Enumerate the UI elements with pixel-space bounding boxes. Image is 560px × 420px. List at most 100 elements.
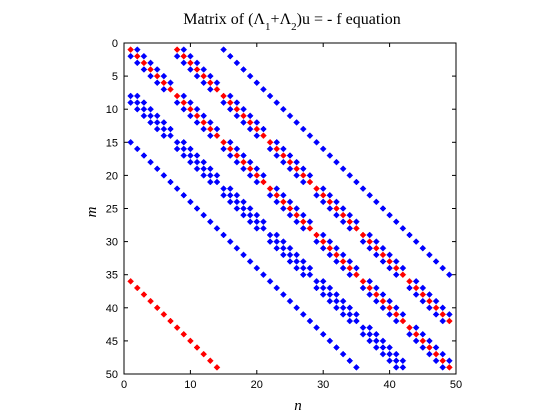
data-point bbox=[213, 178, 221, 186]
data-point bbox=[280, 251, 287, 259]
data-point bbox=[147, 112, 154, 120]
data-point bbox=[379, 251, 387, 259]
data-point bbox=[293, 218, 300, 226]
data-point bbox=[379, 291, 387, 298]
data-point bbox=[140, 66, 148, 73]
data-point bbox=[253, 165, 261, 173]
data-point bbox=[293, 205, 300, 212]
data-point bbox=[206, 172, 214, 179]
data-point bbox=[273, 145, 281, 153]
data-point bbox=[246, 125, 254, 133]
data-point bbox=[366, 284, 374, 292]
data-point bbox=[193, 158, 201, 166]
data-point bbox=[226, 92, 234, 100]
x-tick-label: 40 bbox=[383, 379, 395, 391]
data-point bbox=[426, 251, 433, 259]
data-point bbox=[200, 66, 208, 73]
data-point bbox=[339, 311, 347, 318]
data-point bbox=[286, 165, 294, 173]
data-point bbox=[200, 172, 208, 179]
data-point bbox=[386, 357, 393, 365]
data-point bbox=[266, 92, 274, 100]
data-point bbox=[206, 85, 214, 93]
data-point bbox=[187, 145, 194, 153]
data-point bbox=[233, 145, 241, 153]
data-point bbox=[412, 277, 420, 285]
data-point bbox=[213, 132, 221, 140]
data-point bbox=[286, 258, 294, 265]
data-point bbox=[273, 244, 281, 252]
data-point bbox=[286, 244, 294, 252]
data-point bbox=[160, 125, 168, 133]
data-point bbox=[173, 52, 181, 60]
data-point bbox=[140, 59, 148, 67]
data-point bbox=[386, 297, 393, 305]
data-point bbox=[432, 344, 440, 351]
data-point bbox=[253, 79, 261, 87]
data-point bbox=[306, 178, 314, 186]
data-point bbox=[299, 218, 307, 226]
data-point bbox=[233, 191, 241, 199]
data-point bbox=[206, 357, 214, 365]
data-point bbox=[160, 85, 168, 93]
data-point bbox=[220, 46, 227, 53]
data-point bbox=[200, 112, 208, 120]
data-point bbox=[153, 165, 161, 173]
data-point bbox=[386, 311, 393, 318]
data-point bbox=[406, 231, 413, 239]
data-point bbox=[326, 284, 334, 292]
data-point bbox=[200, 350, 208, 358]
data-point bbox=[313, 238, 320, 245]
data-point bbox=[426, 350, 433, 358]
data-point bbox=[147, 105, 154, 113]
data-point bbox=[326, 205, 334, 212]
data-point bbox=[200, 125, 208, 133]
data-point bbox=[273, 99, 281, 106]
data-point bbox=[299, 264, 307, 272]
data-point bbox=[246, 72, 254, 80]
data-point bbox=[399, 317, 407, 325]
data-point bbox=[246, 112, 254, 120]
data-point bbox=[193, 59, 201, 67]
data-point bbox=[167, 178, 174, 186]
data-point bbox=[299, 311, 307, 318]
data-point bbox=[273, 284, 281, 292]
data-point bbox=[246, 172, 254, 179]
data-point bbox=[326, 191, 334, 199]
data-point bbox=[266, 145, 274, 153]
data-point bbox=[432, 357, 440, 365]
y-tick-label: 35 bbox=[106, 270, 118, 282]
data-point bbox=[180, 330, 188, 338]
data-point bbox=[273, 238, 281, 245]
data-point bbox=[412, 337, 420, 345]
data-point bbox=[346, 258, 354, 265]
data-point bbox=[206, 218, 214, 226]
data-point bbox=[187, 52, 194, 60]
data-point bbox=[160, 72, 168, 80]
data-point bbox=[286, 211, 294, 219]
data-point bbox=[319, 198, 327, 206]
data-point bbox=[313, 231, 320, 239]
data-point bbox=[206, 119, 214, 126]
title-sub-1: 1 bbox=[265, 21, 271, 33]
data-point bbox=[233, 152, 241, 159]
data-point bbox=[313, 185, 320, 192]
data-point bbox=[133, 284, 141, 292]
data-point bbox=[280, 205, 287, 212]
data-point bbox=[419, 291, 427, 298]
x-tick-label: 10 bbox=[184, 379, 196, 391]
data-point bbox=[386, 304, 393, 312]
data-point bbox=[187, 112, 194, 120]
data-point bbox=[366, 231, 374, 239]
data-point bbox=[273, 138, 281, 146]
data-point bbox=[187, 99, 194, 106]
data-point bbox=[439, 311, 447, 318]
data-point bbox=[280, 291, 287, 298]
data-point bbox=[153, 112, 161, 120]
data-point bbox=[206, 132, 214, 140]
data-point bbox=[133, 52, 141, 60]
data-point bbox=[286, 198, 294, 206]
data-point bbox=[193, 344, 201, 351]
data-point bbox=[133, 145, 141, 153]
data-point bbox=[419, 337, 427, 345]
